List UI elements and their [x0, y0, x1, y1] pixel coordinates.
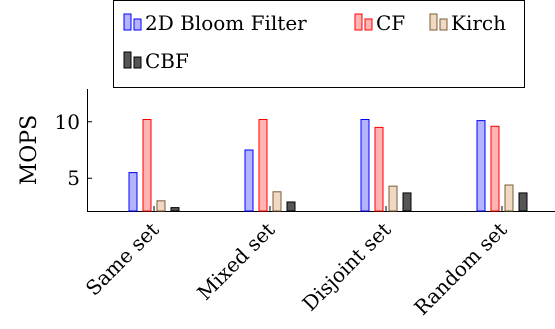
bar-cbf — [286, 201, 296, 212]
legend-box — [113, 0, 525, 88]
legend-swatch — [123, 51, 132, 69]
legend-swatch — [133, 56, 142, 69]
legend-swatch — [133, 18, 142, 31]
legend-label: CBF — [145, 49, 189, 73]
bar-kirch — [388, 185, 398, 212]
bar-2d-bloom-filter — [128, 172, 138, 212]
legend-item: CF — [354, 11, 405, 35]
bar-2d-bloom-filter — [244, 149, 254, 212]
bar-kirch — [504, 184, 514, 212]
legend-label: 2D Bloom Filter — [145, 11, 307, 35]
bar-cbf — [518, 192, 528, 212]
legend-swatch — [429, 13, 438, 31]
bar-kirch — [156, 200, 166, 212]
bar-2d-bloom-filter — [476, 120, 486, 212]
bars — [128, 119, 528, 212]
legend: 2D Bloom Filter CF Kirch CBF — [113, 0, 525, 88]
bar-cf — [490, 125, 500, 212]
legend-label: CF — [376, 11, 405, 35]
x-tick-label: Disjoint set — [297, 218, 395, 316]
legend-label: Kirch — [451, 11, 506, 35]
bar-cbf — [170, 207, 180, 212]
legend-swatch — [364, 18, 373, 31]
bar-cf — [258, 119, 268, 212]
legend-swatch — [354, 13, 363, 31]
bar-2d-bloom-filter — [360, 119, 370, 212]
bar-cf — [374, 126, 384, 212]
legend-item: 2D Bloom Filter — [123, 11, 307, 35]
legend-swatch — [123, 13, 132, 31]
bar-cbf — [402, 192, 412, 212]
x-tick-label: Same set — [81, 218, 164, 301]
y-tick-label: 10 — [55, 110, 80, 134]
x-tick-label: Mixed set — [192, 218, 279, 305]
legend-item: Kirch — [429, 11, 506, 35]
y-axis-label: MOPS — [17, 115, 42, 185]
legend-swatch — [439, 18, 448, 31]
bar-cf — [142, 119, 152, 212]
legend-item: CBF — [123, 49, 189, 73]
bar-kirch — [272, 191, 282, 212]
x-tick-label: Random set — [409, 218, 511, 320]
y-tick-label: 5 — [67, 166, 80, 190]
